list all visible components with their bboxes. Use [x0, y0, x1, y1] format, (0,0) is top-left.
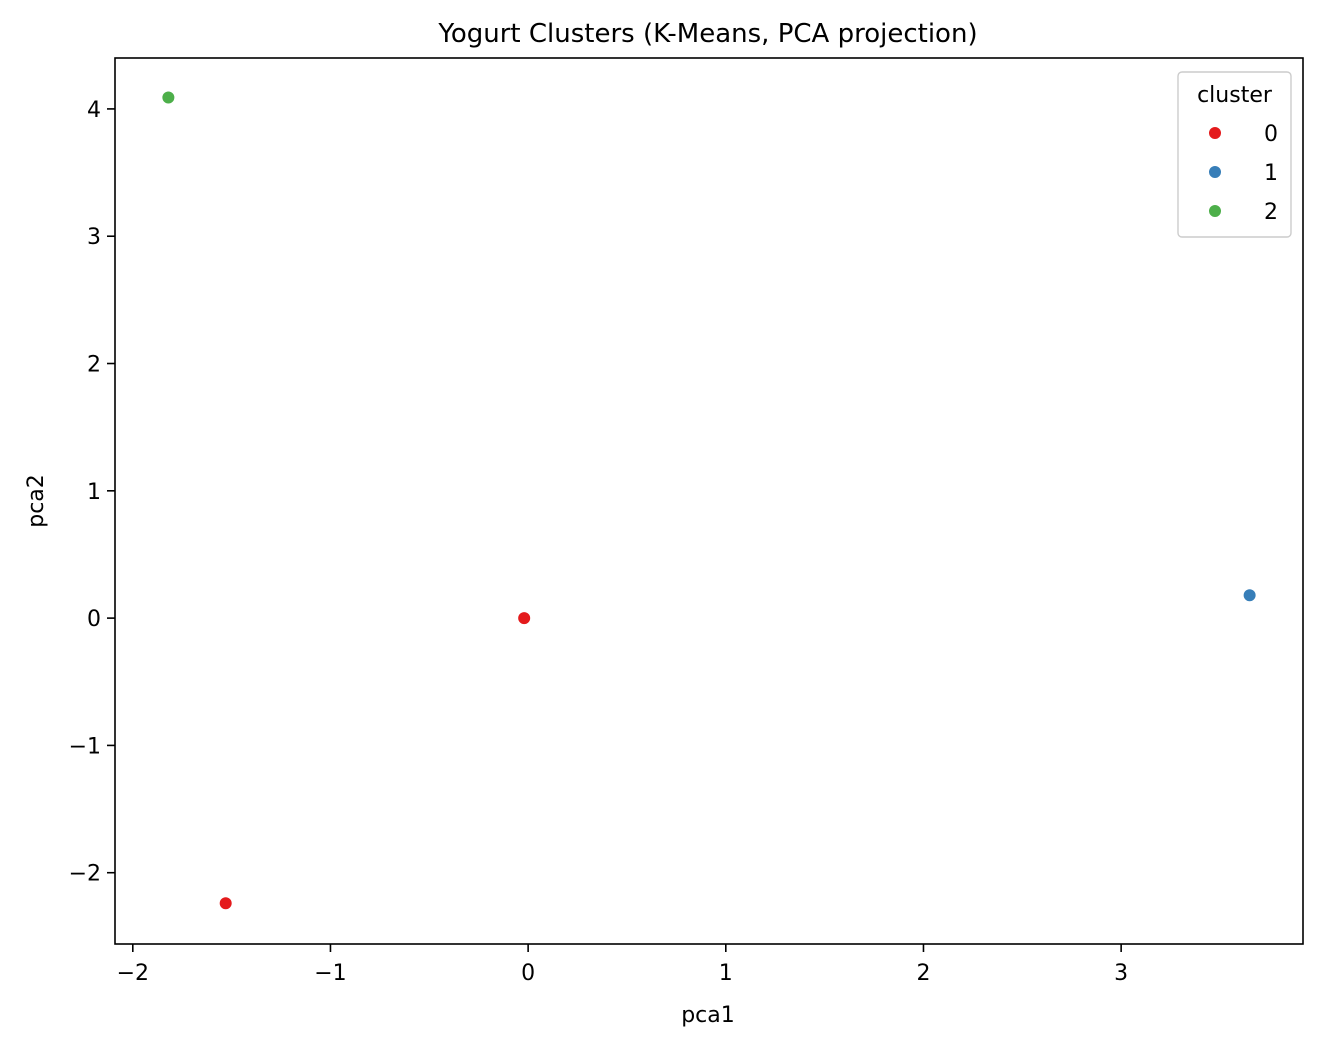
chart-title: Yogurt Clusters (K-Means, PCA projection… [437, 19, 977, 49]
y-tick-label: 4 [87, 98, 101, 123]
legend-marker [1208, 204, 1222, 218]
x-tick-label: 1 [719, 961, 733, 986]
data-points-layer [161, 90, 1257, 911]
legend-label: 1 [1264, 161, 1278, 186]
x-tick-label: 0 [521, 961, 535, 986]
x-tick-label: −2 [117, 961, 149, 986]
x-axis-label: pca1 [681, 1003, 735, 1028]
legend-label: 0 [1264, 122, 1278, 147]
y-tick-label: 2 [87, 353, 101, 378]
x-tick-label: 3 [1114, 961, 1128, 986]
legend-marker [1208, 126, 1222, 140]
y-tick-label: 1 [87, 480, 101, 505]
x-tick-label: 2 [916, 961, 930, 986]
y-axis-label: pca2 [24, 474, 49, 528]
legend-frame [1177, 71, 1292, 238]
legend-marker [1208, 165, 1222, 179]
legend-title: cluster [1197, 83, 1273, 108]
y-tick-label: −1 [69, 734, 101, 759]
x-tick-label: −1 [314, 961, 346, 986]
y-tick-label: 3 [87, 225, 101, 250]
legend-label: 2 [1264, 200, 1278, 225]
y-tick-label: 0 [87, 607, 101, 632]
y-tick-label: −2 [69, 862, 101, 887]
legend: cluster 0 1 2 [1177, 71, 1292, 238]
legend-entries: 0 1 2 [1208, 122, 1278, 225]
data-point-cluster-0 [517, 611, 532, 626]
y-axis-ticks: −2 −1 0 1 2 3 4 [69, 98, 115, 887]
plot-area-frame [114, 57, 1304, 945]
data-point-cluster-0 [218, 896, 233, 911]
data-point-cluster-1 [1242, 588, 1257, 603]
data-point-cluster-2 [161, 90, 176, 105]
x-axis-ticks: −2 −1 0 1 2 3 [117, 944, 1128, 986]
